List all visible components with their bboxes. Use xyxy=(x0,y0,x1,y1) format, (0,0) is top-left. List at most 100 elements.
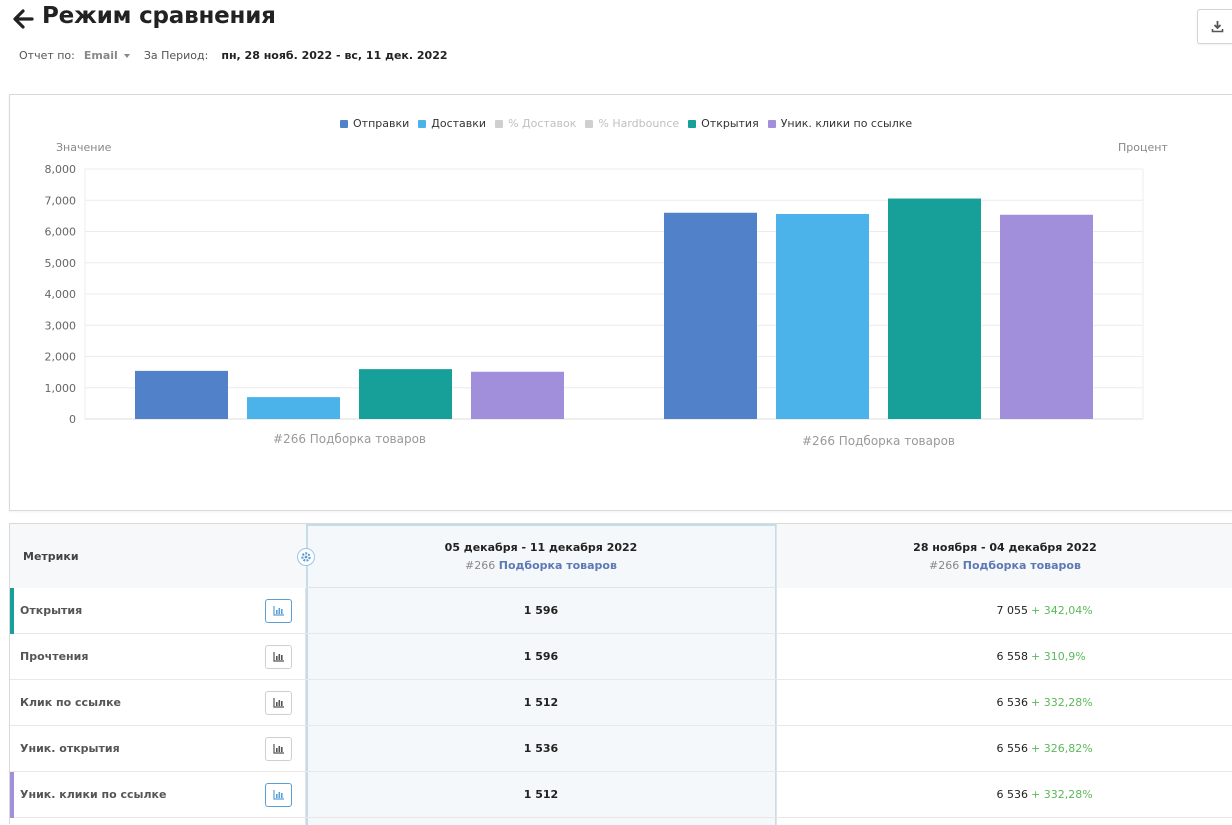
legend-label: Открытия xyxy=(701,117,759,130)
x-category-label: #266 Подборка товаров xyxy=(802,434,955,448)
campaign-id: #266 xyxy=(929,559,960,572)
value-current: 1 596 xyxy=(523,604,559,617)
toggle-chart-button[interactable] xyxy=(265,645,292,669)
legend-swatch xyxy=(340,119,348,128)
metric-name: Прочтения xyxy=(20,650,89,663)
toggle-chart-button[interactable] xyxy=(265,783,292,807)
download-icon xyxy=(1211,21,1224,33)
series-color-marker xyxy=(10,588,14,634)
metrics-header: Метрики xyxy=(23,550,79,563)
report-by-label: Отчет по: xyxy=(19,49,75,62)
legend-swatch xyxy=(688,119,697,128)
y-tick-label: 0 xyxy=(69,413,76,426)
bar-chart-icon xyxy=(273,744,284,754)
table-header: Метрики 05 декабря - 11 декабря 2022 #26… xyxy=(10,524,1232,588)
legend-item[interactable]: Открытия xyxy=(688,117,759,130)
legend-label: Отправки xyxy=(353,117,410,130)
y-tick-label: 6,000 xyxy=(45,226,77,239)
table-row: Уник. клики по ссылке 1 512 6 536 + 332,28% xyxy=(10,772,1232,818)
legend-item[interactable]: % Hardbounce xyxy=(585,117,679,130)
legend-swatch xyxy=(495,119,504,128)
value-previous: 6 558 xyxy=(996,650,1029,663)
legend-item[interactable]: % Доставок xyxy=(495,117,576,130)
download-button[interactable] xyxy=(1197,9,1232,44)
change-percent: + 342,04% xyxy=(1031,604,1093,617)
toggle-chart-button[interactable] xyxy=(265,691,292,715)
y-axis-title: Значение xyxy=(56,141,112,154)
legend-label: % Hardbounce xyxy=(598,117,680,130)
value-current: 1 596 xyxy=(523,650,559,663)
report-by-dropdown[interactable]: Email xyxy=(84,49,130,62)
y-tick-label: 7,000 xyxy=(45,194,77,207)
bar[interactable] xyxy=(1000,214,1093,419)
change-percent: + 310,9% xyxy=(1031,650,1086,663)
bar[interactable] xyxy=(359,369,452,419)
page-header: Режим сравнения Отчет по: Email За Перио… xyxy=(0,0,1232,88)
metric-name: Открытия xyxy=(20,604,83,617)
metric-name: Уник. клики по ссылке xyxy=(20,788,167,801)
page-title: Режим сравнения xyxy=(42,3,276,29)
gear-icon xyxy=(301,552,311,562)
column-header-current: 05 декабря - 11 декабря 2022 #266 Подбор… xyxy=(306,524,776,588)
bar[interactable] xyxy=(664,212,757,419)
y-tick-label: 8,000 xyxy=(45,163,77,176)
value-previous: 6 556 xyxy=(996,742,1029,755)
legend-item[interactable]: Отправки xyxy=(340,117,409,130)
legend-item[interactable]: Уник. клики по ссылке xyxy=(767,117,913,130)
x-category-label: #266 Подборка товаров xyxy=(273,432,426,446)
change-percent: + 332,28% xyxy=(1031,788,1093,801)
y-tick-label: 1,000 xyxy=(45,382,77,395)
bar[interactable] xyxy=(776,214,869,419)
chart-plot: 8,000 7,000 6,000 5,000 4,000 3,000 2,000 1,000… xyxy=(45,163,1144,448)
bar[interactable] xyxy=(247,397,340,419)
legend-label: Уник. клики по ссылке xyxy=(780,117,913,130)
change-percent: + 332,28% xyxy=(1031,696,1093,709)
legend-label: Доставки xyxy=(431,117,487,130)
value-previous: 7 055 xyxy=(996,604,1029,617)
value-current: 1 512 xyxy=(523,788,559,801)
legend-label: % Доставок xyxy=(508,117,577,130)
metric-name: Клик по ссылке xyxy=(20,696,122,709)
report-filters: Отчет по: Email За Период: пн, 28 нояб. … xyxy=(19,49,448,62)
bar[interactable] xyxy=(471,371,564,419)
bar-chart-icon xyxy=(273,698,284,708)
column-header-previous: 28 ноября - 04 декабря 2022 #266 Подборк… xyxy=(777,524,1232,588)
arrow-left-icon[interactable] xyxy=(10,6,36,32)
value-previous: 6 536 xyxy=(996,788,1029,801)
legend-swatch xyxy=(418,119,427,128)
value-current: 1 512 xyxy=(523,696,559,709)
y-tick-label: 3,000 xyxy=(45,319,77,332)
value-current: 1 536 xyxy=(523,742,559,755)
column-date: 28 ноября - 04 декабря 2022 xyxy=(913,541,1097,554)
chart-legend: Отправки Доставки % Доставок % Hardbounce От… xyxy=(340,117,921,130)
comparison-chart: Отправки Доставки % Доставок % Hardbounce От… xyxy=(9,94,1232,511)
bar[interactable] xyxy=(135,370,228,419)
legend-swatch xyxy=(585,119,594,128)
bar-chart-icon xyxy=(273,606,284,616)
legend-swatch xyxy=(767,119,776,128)
toggle-chart-button[interactable] xyxy=(265,737,292,761)
campaign-link[interactable]: Подборка товаров xyxy=(498,559,617,572)
table-row: Клик по ссылке 1 512 6 536 + 332,28% xyxy=(10,680,1232,726)
metric-name: Уник. открытия xyxy=(20,742,120,755)
bar-chart-icon xyxy=(273,790,284,800)
bar-chart-icon xyxy=(273,652,284,662)
series-color-marker xyxy=(10,772,14,818)
y-tick-label: 4,000 xyxy=(45,288,77,301)
y-tick-label: 2,000 xyxy=(45,351,77,364)
toggle-chart-button[interactable] xyxy=(265,599,292,623)
legend-item[interactable]: Доставки xyxy=(418,117,486,130)
period-label: За Период: xyxy=(143,49,209,62)
y2-axis-title: Процент xyxy=(1118,141,1168,154)
report-by-value: Email xyxy=(83,49,118,62)
settings-button[interactable] xyxy=(297,548,315,566)
period-picker[interactable]: пн, 28 нояб. 2022 - вс, 11 дек. 2022 xyxy=(221,49,448,62)
value-previous: 6 536 xyxy=(996,696,1029,709)
table-row: Открытия 1 596 7 055 + 342,04% xyxy=(10,588,1232,634)
highlighted-column xyxy=(306,524,777,825)
campaign-link[interactable]: Подборка товаров xyxy=(962,559,1081,572)
bar[interactable] xyxy=(888,198,981,419)
table-row: Прочтения 1 596 6 558 + 310,9% xyxy=(10,634,1232,680)
metrics-table: Метрики 05 декабря - 11 декабря 2022 #26… xyxy=(9,523,1232,825)
y-tick-label: 5,000 xyxy=(45,257,77,270)
